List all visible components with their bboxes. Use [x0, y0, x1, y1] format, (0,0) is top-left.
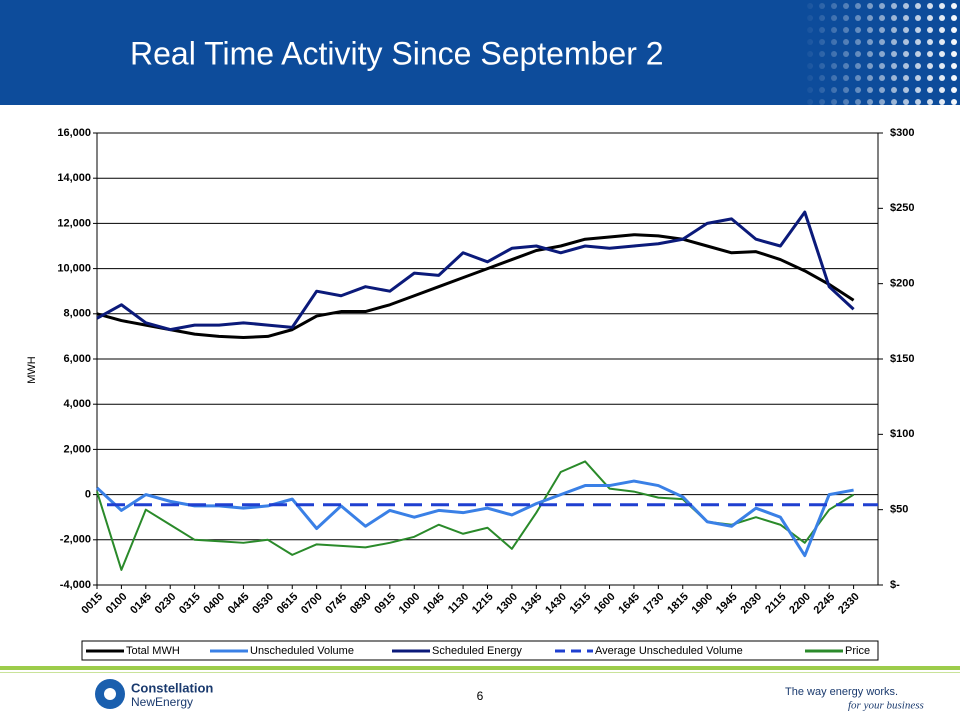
y-tick-label: 8,000 — [63, 308, 91, 320]
legend-label: Price — [845, 645, 870, 657]
x-tick-label: 2330 — [836, 591, 862, 617]
x-tick-label: 2030 — [738, 591, 764, 617]
series-line — [96, 210, 855, 332]
x-tick-label: 0230 — [153, 591, 179, 617]
x-tick-label: 1600 — [592, 591, 618, 617]
x-tick-label: 0615 — [275, 591, 301, 617]
y-tick-label: -2,000 — [60, 534, 91, 546]
x-tick-label: 0445 — [226, 591, 252, 617]
y-tick-label: 14,000 — [57, 172, 91, 184]
y-axis-label: MWH — [26, 356, 38, 384]
logo-text: NewEnergy — [131, 695, 193, 709]
slide-title: Real Time Activity Since September 2 — [130, 35, 664, 71]
x-tick-label: 1045 — [421, 591, 447, 617]
x-tick-label: 0145 — [128, 591, 154, 617]
y-tick-label: 12,000 — [57, 217, 91, 229]
x-tick-label: 1215 — [470, 591, 496, 617]
x-tick-label: 0700 — [299, 591, 325, 617]
x-tick-label: 2245 — [812, 591, 838, 617]
y-tick-label: -4,000 — [60, 579, 91, 591]
x-tick-label: 1945 — [714, 591, 740, 617]
x-tick-label: 0100 — [104, 591, 130, 617]
x-tick-label: 0915 — [372, 591, 398, 617]
x-tick-label: 1515 — [568, 591, 594, 617]
legend-label: Unscheduled Volume — [250, 645, 354, 657]
x-tick-label: 1815 — [665, 591, 691, 617]
x-tick-label: 0530 — [250, 591, 276, 617]
x-tick-label: 1300 — [494, 591, 520, 617]
x-tick-label: 2115 — [763, 591, 788, 616]
y2-tick-label: $300 — [890, 127, 914, 139]
x-tick-label: 1730 — [641, 591, 667, 617]
x-tick-label: 0015 — [79, 591, 105, 617]
x-tick-label: 1900 — [690, 591, 716, 617]
x-tick-label: 0745 — [323, 591, 349, 617]
y-tick-label: 4,000 — [63, 398, 91, 410]
legend-label: Total MWH — [126, 645, 180, 657]
y-tick-label: 10,000 — [57, 263, 91, 275]
footer-rule-thin — [0, 672, 960, 673]
y-tick-label: 16,000 — [57, 127, 91, 139]
y2-tick-label: $100 — [890, 428, 914, 440]
header-dots — [800, 0, 960, 105]
x-tick-label: 0315 — [177, 591, 203, 617]
x-tick-label: 1430 — [543, 591, 569, 617]
legend: Total MWH Unscheduled Volume Scheduled Ene… — [86, 645, 870, 657]
y-tick-label: 2,000 — [63, 443, 91, 455]
page-number: 6 — [477, 689, 484, 703]
y-tick-label: 6,000 — [63, 353, 91, 365]
y2-tick-label: $- — [890, 579, 900, 591]
x-tick-label: 1000 — [397, 591, 423, 617]
legend-label: Average Unscheduled Volume — [595, 645, 743, 657]
tagline-script: for your business — [848, 700, 924, 712]
x-tick-label: 1345 — [519, 591, 545, 617]
y2-tick-label: $250 — [890, 202, 914, 214]
legend-box — [81, 640, 879, 661]
x-tick-label: 0400 — [201, 591, 227, 617]
y2-tick-label: $150 — [890, 353, 914, 365]
legend-label: Scheduled Energy — [432, 645, 522, 657]
x-tick-label: 0830 — [348, 591, 374, 617]
y2-tick-label: $200 — [890, 278, 914, 290]
logo-text: Constellation — [131, 680, 213, 695]
series-line — [96, 233, 855, 340]
series-line — [95, 479, 854, 558]
footer-rule — [0, 666, 960, 670]
tagline: The way energy works. — [785, 686, 898, 698]
y2-tick-label: $50 — [890, 504, 908, 516]
x-tick-label: 1645 — [616, 591, 642, 617]
logo-center — [104, 688, 116, 700]
x-tick-label: 2200 — [787, 591, 813, 617]
x-tick-label: 1130 — [446, 591, 471, 616]
y-tick-label: 0 — [85, 489, 91, 501]
